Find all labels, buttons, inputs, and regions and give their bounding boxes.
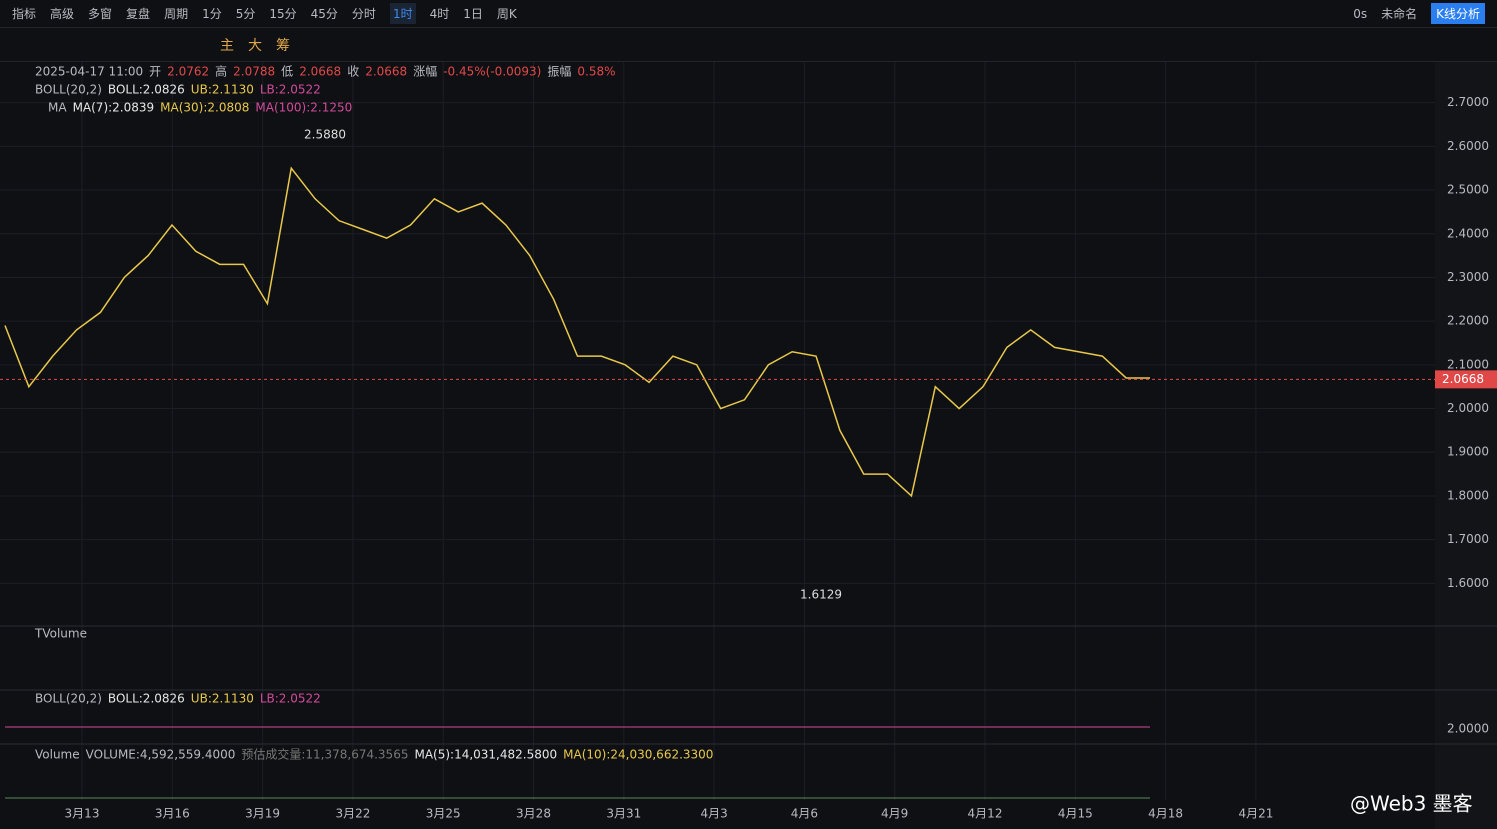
toolbar-button[interactable]: 多窗 [88, 7, 113, 21]
legend-text: 低 [281, 65, 293, 79]
interval-button[interactable]: 5分 [235, 7, 256, 21]
legend-text: LB:2.0522 [260, 83, 321, 97]
interval-button[interactable]: 15分 [269, 7, 297, 21]
legend-text: BOLL(20,2) [35, 692, 102, 706]
legend-text: 2.0788 [233, 65, 275, 79]
interval-button[interactable]: 分时 [351, 7, 376, 21]
x-tick-label: 4月21 [1238, 807, 1273, 821]
y-tick-label: 1.9000 [1447, 445, 1489, 459]
x-tick-label: 3月31 [606, 807, 641, 821]
toolbar-button[interactable]: 复盘 [126, 7, 151, 21]
y-tick-label: 2.3000 [1447, 270, 1489, 284]
chart: 2.7000 2.6000 2.5000 2.4000 2.3000 2.2000 2.10… [0, 62, 1497, 829]
toolbar-right-button[interactable]: 未命名 [1381, 7, 1418, 21]
x-tick-label: 3月16 [155, 807, 190, 821]
legend-text: 高 [215, 64, 227, 79]
legend-text: UB:2.1130 [191, 83, 254, 97]
legend-text: MA(10):24,030,662.3300 [563, 748, 713, 762]
last-price-label: 2.0668 [1442, 372, 1484, 386]
y-tick-label: 2.6000 [1447, 139, 1489, 153]
y-tick-label: 2.5000 [1447, 183, 1489, 197]
toolbar-right-button[interactable]: 0s [1353, 6, 1368, 21]
price-axis-bg [1435, 62, 1497, 829]
legend-text: MA [48, 101, 67, 115]
toolbar-button[interactable]: 高级 [50, 7, 75, 21]
legend-text: 0.58% [577, 65, 615, 79]
legend-text: Volume [35, 748, 80, 762]
y-tick-label: 2.0000 [1447, 401, 1489, 415]
last-price-tag [1435, 370, 1497, 389]
indicator-toggle[interactable]: 大 [248, 38, 262, 54]
legend-text: 2.0762 [167, 65, 209, 79]
top-toolbar: 指标 高级 多窗 复盘 周期 1分 5分 15分 45分 分时 1时 4时 1日 周K 0s 未命名 K线分析 [0, 0, 1497, 28]
low-annotation: 1.6129 [800, 588, 842, 602]
y-tick-label: 2.1000 [1447, 357, 1489, 371]
interval-button[interactable]: 1时 [389, 3, 416, 24]
watermark: @Web3 墨客 [1350, 792, 1473, 816]
legend-text: 涨幅 [413, 64, 437, 79]
legend-text: MA(5):14,031,482.5800 [414, 748, 557, 762]
boll-pane-tick: 2.0000 [1447, 722, 1489, 736]
legend-text: MA(7):2.0839 [73, 101, 155, 115]
legend-text: 2025-04-17 11:00 [35, 65, 143, 79]
x-tick-label: 4月12 [968, 807, 1003, 821]
interval-button[interactable]: 45分 [310, 7, 338, 21]
legend-text: 预估成交量:11,378,674.3565 [241, 747, 408, 762]
legend-text: TVolume [34, 627, 87, 641]
drawing-toolbar: 主大筹 [0, 29, 1497, 62]
y-tick-label: 1.8000 [1447, 488, 1489, 502]
x-tick-label: 4月18 [1148, 807, 1183, 821]
toolbar-button[interactable]: 指标 [12, 7, 37, 21]
x-tick-label: 4月3 [700, 807, 727, 821]
x-tick-label: 3月28 [516, 807, 551, 821]
y-tick-label: 2.7000 [1447, 95, 1489, 109]
legend-text: 开 [149, 65, 161, 79]
period-menu[interactable]: 周期 [164, 7, 189, 21]
legend-text: BOLL:2.0826 [108, 83, 185, 97]
indicator-toggle[interactable]: 主 [220, 38, 234, 54]
legend-text: -0.45%(-0.0093) [443, 65, 541, 79]
legend-text: LB:2.0522 [260, 692, 321, 706]
x-tick-label: 3月13 [65, 807, 100, 821]
interval-button[interactable]: 1日 [463, 7, 483, 21]
legend-text: MA(100):2.1250 [255, 101, 352, 115]
legend-text: BOLL(20,2) [35, 83, 102, 97]
y-tick-label: 1.6000 [1447, 576, 1489, 590]
legend-text: BOLL:2.0826 [108, 692, 185, 706]
interval-button[interactable]: 周K [496, 7, 517, 21]
y-tick-label: 1.7000 [1447, 532, 1489, 546]
x-tick-label: 3月22 [335, 807, 370, 821]
legend-text: 2.0668 [365, 65, 407, 79]
indicator-toggle[interactable]: 筹 [276, 38, 290, 54]
interval-button[interactable]: 4时 [429, 7, 450, 21]
high-annotation: 2.5880 [304, 128, 346, 142]
x-tick-label: 4月9 [881, 807, 908, 821]
toolbar-right-button[interactable]: K线分析 [1431, 3, 1485, 24]
interval-button[interactable]: 1分 [202, 7, 222, 21]
close-line [4, 166, 1150, 498]
legend-text: VOLUME:4,592,559.4000 [86, 748, 236, 762]
x-tick-label: 4月6 [791, 807, 818, 821]
legend-text: UB:2.1130 [191, 692, 254, 706]
x-tick-label: 3月25 [426, 807, 461, 821]
x-tick-label: 3月19 [245, 807, 280, 821]
y-tick-label: 2.2000 [1447, 314, 1489, 328]
legend-text: 振幅 [547, 64, 571, 79]
legend-text: 2.0668 [299, 65, 341, 79]
legend-text: 收 [347, 65, 359, 79]
legend-text: MA(30):2.0808 [160, 101, 249, 115]
x-tick-label: 4月15 [1058, 807, 1093, 821]
y-tick-label: 2.4000 [1447, 226, 1489, 240]
